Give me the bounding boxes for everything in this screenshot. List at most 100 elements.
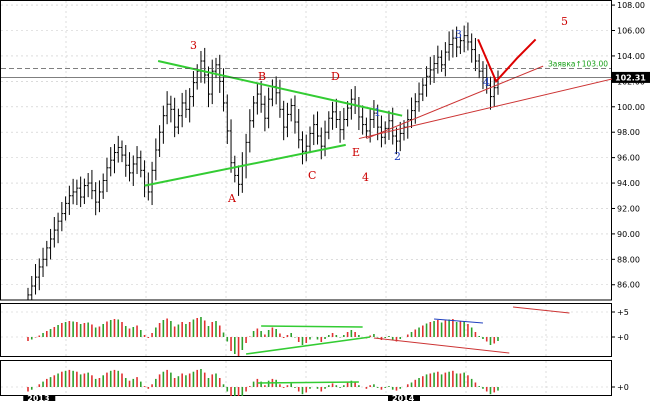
price-bar (417, 82, 421, 112)
y-tick-label: +5 (617, 308, 629, 317)
wave-label: A (227, 192, 237, 205)
price-bar (30, 275, 34, 300)
price-bar (191, 71, 196, 107)
price-bar (233, 155, 237, 183)
price-bar (60, 201, 64, 232)
price-bar (248, 109, 252, 153)
current-price-marker: 102.31 (612, 71, 650, 83)
price-bar (263, 95, 267, 132)
price-bar (101, 173, 105, 199)
price-bar (447, 31, 451, 61)
price-bar (252, 95, 256, 128)
macd-divergence-lines (245, 306, 570, 355)
price-bar (477, 54, 481, 79)
price-bar (158, 125, 162, 157)
y-tick-label: 98.00 (617, 128, 640, 137)
y-tick-label: +0 (617, 333, 629, 342)
price-bar (466, 22, 470, 51)
price-bar (120, 140, 124, 163)
main-grid (1, 1, 611, 299)
wave-label: 3 (190, 39, 197, 52)
price-bar (304, 134, 308, 162)
price-bar (315, 111, 320, 145)
price-bar (112, 144, 117, 174)
price-bar (409, 97, 414, 129)
price-bar (300, 131, 305, 165)
price-bar (255, 84, 259, 115)
price-bar (443, 42, 447, 77)
order-marker: Заявка↑103.00 (548, 60, 608, 69)
price-bar (458, 33, 462, 55)
price-bar (259, 80, 263, 113)
price-bar (334, 98, 338, 129)
x-axis: 2013 2014 (23, 394, 420, 401)
price-bar (492, 76, 496, 107)
price-bar (124, 145, 128, 177)
y-tick-label: 90.00 (617, 230, 640, 239)
wave-label: 5 (561, 15, 568, 28)
price-bar (440, 50, 444, 72)
y-tick-label: 94.00 (617, 179, 640, 188)
price-bar (488, 76, 493, 110)
x-label: 2014 (392, 394, 415, 401)
order-label: Заявка↑103.00 (548, 60, 608, 69)
wave-label: 3 (455, 28, 462, 41)
x-label: 2013 (27, 394, 49, 401)
price-bar (267, 87, 271, 129)
price-bar (387, 110, 391, 140)
y-tick-label: 86.00 (617, 281, 640, 290)
price-bar (455, 26, 459, 58)
price-bar (308, 126, 312, 154)
price-bar (169, 95, 173, 123)
price-bar (184, 89, 188, 118)
price-bar (424, 66, 429, 97)
price-bar (421, 78, 425, 102)
price-bar (188, 88, 192, 123)
price-bar (462, 25, 466, 53)
price-bar (94, 182, 98, 216)
price-bar (342, 107, 346, 140)
macd-red-line-upper (512, 306, 570, 314)
y-tick-label: 108.00 (617, 1, 645, 10)
main-y-axis: 86.00 88.00 90.00 92.00 94.00 96.00 98.00 100.0… (611, 1, 645, 290)
price-bar (293, 95, 297, 134)
lower-green-line (257, 381, 359, 384)
price-bar (278, 79, 282, 118)
y-tick-label: 96.00 (617, 154, 640, 163)
price-bar (364, 117, 368, 138)
price-bar (394, 127, 399, 155)
y-tick-label: 100.00 (617, 103, 645, 112)
price-bar (451, 29, 455, 58)
macd-blue-line (434, 318, 484, 324)
price-bar (109, 147, 113, 177)
price-bar (312, 114, 316, 146)
macd-green-line-upper (261, 325, 363, 328)
y-tick-label: 92.00 (617, 204, 640, 213)
price-bar (323, 120, 327, 157)
price-bar (45, 240, 49, 267)
current-price-label: 102.31 (615, 73, 646, 82)
x-label-box (23, 395, 56, 401)
wave-label: C (308, 169, 316, 182)
price-bar (26, 287, 30, 300)
wave-label: E (352, 146, 360, 159)
price-bar (64, 196, 68, 221)
price-bar (37, 258, 41, 291)
price-bar (330, 101, 335, 130)
lower-histogram (27, 369, 499, 396)
price-bar (67, 185, 71, 215)
wave-label: 1 (374, 106, 381, 119)
triangle-upper-line (157, 60, 403, 117)
trend-line (366, 65, 544, 140)
price-bar (90, 169, 94, 200)
price-bar (176, 108, 180, 135)
price-bar (105, 157, 109, 193)
price-bar (79, 176, 83, 208)
price-bar (282, 100, 286, 141)
y-tick-label: +0 (617, 383, 629, 392)
annotation-lines (1, 38, 612, 187)
price-bar (289, 98, 293, 122)
price-bars (26, 22, 500, 300)
